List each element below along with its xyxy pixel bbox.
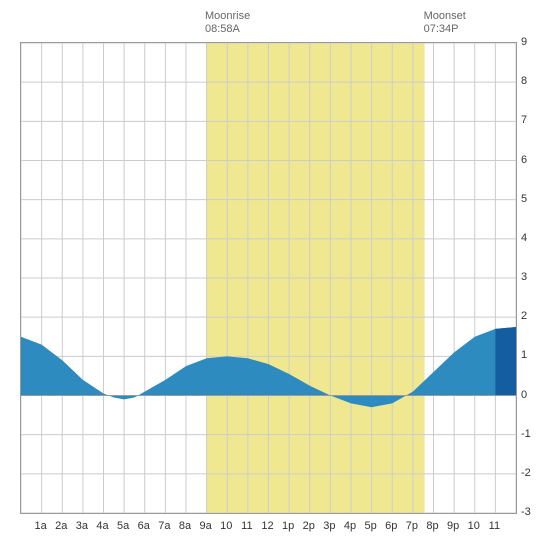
x-tick-label: 1a bbox=[35, 520, 47, 532]
x-tick-label: 10 bbox=[220, 520, 232, 532]
y-tick-label: 7 bbox=[521, 114, 527, 126]
x-tick-label: 6p bbox=[385, 520, 397, 532]
y-tick-label: 9 bbox=[521, 36, 527, 48]
y-tick-label: 2 bbox=[521, 310, 527, 322]
y-tick-label: 4 bbox=[521, 232, 527, 244]
x-tick-label: 7a bbox=[158, 520, 170, 532]
x-tick-label: 9p bbox=[447, 520, 459, 532]
y-tick-label: -2 bbox=[521, 467, 531, 479]
x-tick-label: 10 bbox=[468, 520, 480, 532]
x-tick-label: 3p bbox=[323, 520, 335, 532]
moonrise-title: Moonrise bbox=[205, 10, 250, 22]
x-tick-label: 2p bbox=[303, 520, 315, 532]
x-tick-label: 4p bbox=[344, 520, 356, 532]
x-tick-label: 11 bbox=[489, 520, 500, 532]
moonset-time: 07:34P bbox=[424, 23, 459, 35]
x-tick-label: 6a bbox=[138, 520, 150, 532]
y-tick-label: -3 bbox=[521, 506, 531, 518]
x-tick-label: 3a bbox=[76, 520, 88, 532]
x-tick-label: 5a bbox=[117, 520, 129, 532]
tide-chart: Moonrise 08:58A Moonset 07:34P 1a 2a 3a 4a 5… bbox=[10, 10, 540, 540]
moonrise-time: 08:58A bbox=[205, 23, 240, 35]
x-tick-label: 2a bbox=[55, 520, 67, 532]
moonset-title: Moonset bbox=[424, 10, 466, 22]
x-tick-label: 11 bbox=[241, 520, 252, 532]
plot-area bbox=[20, 42, 517, 514]
top-labels: Moonrise 08:58A Moonset 07:34P bbox=[10, 10, 540, 40]
y-tick-label: 1 bbox=[521, 349, 527, 361]
y-tick-label: 3 bbox=[521, 271, 527, 283]
x-tick-label: 8p bbox=[426, 520, 438, 532]
x-tick-label: 4a bbox=[96, 520, 108, 532]
x-tick-label: 8a bbox=[179, 520, 191, 532]
y-tick-label: 6 bbox=[521, 154, 527, 166]
moonset-label: Moonset 07:34P bbox=[424, 10, 466, 36]
x-tick-label: 1p bbox=[282, 520, 294, 532]
y-tick-label: 0 bbox=[521, 389, 527, 401]
x-tick-label: 5p bbox=[365, 520, 377, 532]
y-tick-label: 8 bbox=[521, 75, 527, 87]
moonrise-label: Moonrise 08:58A bbox=[205, 10, 250, 36]
x-tick-label: 9a bbox=[200, 520, 212, 532]
x-tick-label: 12 bbox=[261, 520, 273, 532]
x-tick-label: 7p bbox=[406, 520, 418, 532]
y-tick-label: 5 bbox=[521, 193, 527, 205]
y-tick-label: -1 bbox=[521, 428, 531, 440]
